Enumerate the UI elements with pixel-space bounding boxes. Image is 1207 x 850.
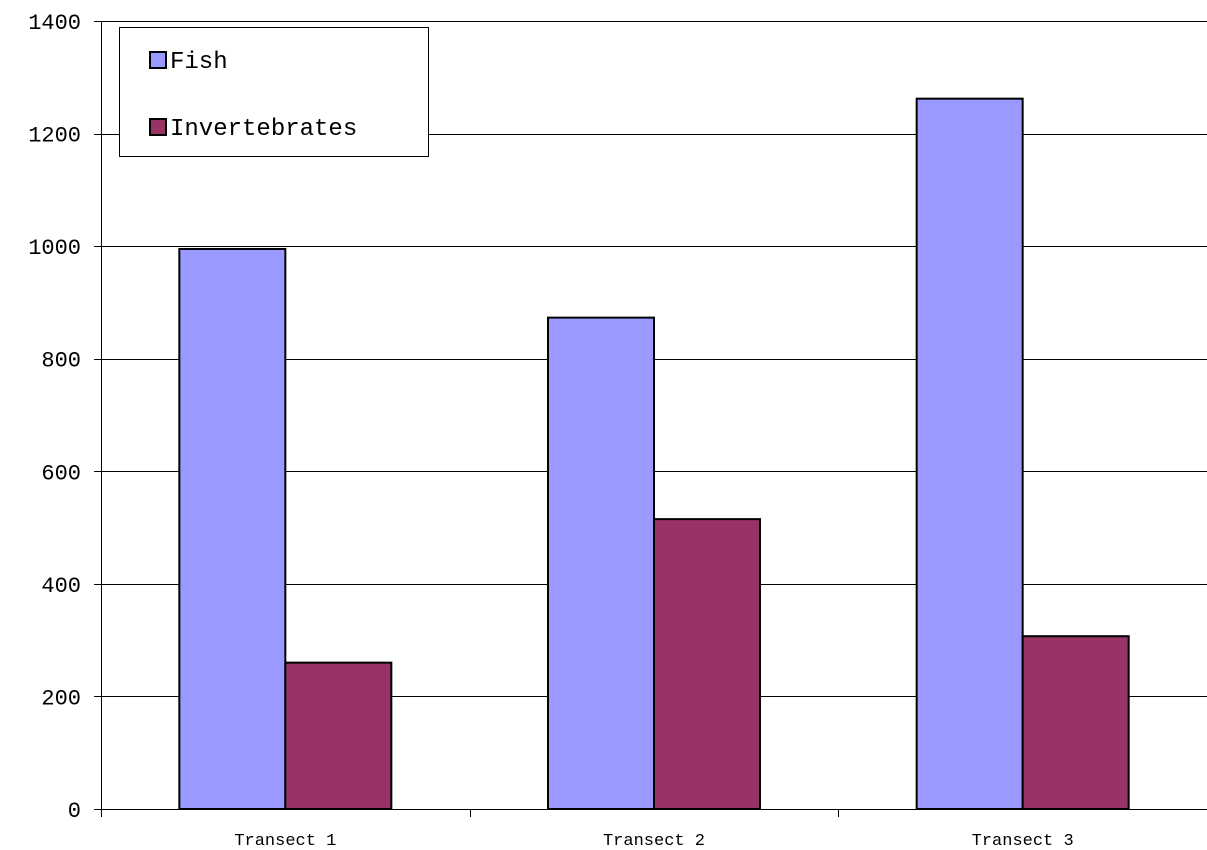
bar-invertebrates-1: [284, 661, 393, 811]
bar-invertebrates-3: [1021, 635, 1130, 811]
bars: [178, 97, 1130, 811]
y-tick-label: 0: [68, 799, 81, 824]
y-tick-label: 1400: [28, 11, 81, 36]
y-tick-label: 400: [41, 574, 81, 599]
legend-box: [119, 27, 429, 157]
legend-label-invertebrates: Invertebrates: [170, 116, 357, 143]
y-tick-labels: 0 200 400 600 800 1000 1200 1400: [28, 11, 81, 824]
bar-fish-2: [547, 316, 655, 810]
x-tick-label: Transect 2: [603, 832, 705, 850]
x-tick-label: Transect 3: [972, 832, 1074, 850]
x-tick-labels: Transect 1 Transect 2 Transect 3: [234, 832, 1073, 850]
legend-label-fish: Fish: [170, 49, 228, 76]
y-tick-label: 1000: [28, 236, 81, 261]
bar-fish-1: [178, 247, 287, 810]
legend: Fish Invertebrates: [119, 27, 429, 157]
y-tick-label: 600: [41, 461, 81, 486]
y-tick-label: 800: [41, 349, 81, 374]
y-tick-label: 200: [41, 686, 81, 711]
bar-fish-3: [915, 97, 1024, 811]
legend-swatch-invertebrates: [149, 118, 167, 136]
bar-invertebrates-2: [653, 518, 761, 811]
legend-swatch-fish: [149, 51, 167, 69]
y-tick-label: 1200: [28, 124, 81, 149]
x-tick-label: Transect 1: [234, 832, 336, 850]
axes: [94, 21, 1207, 817]
